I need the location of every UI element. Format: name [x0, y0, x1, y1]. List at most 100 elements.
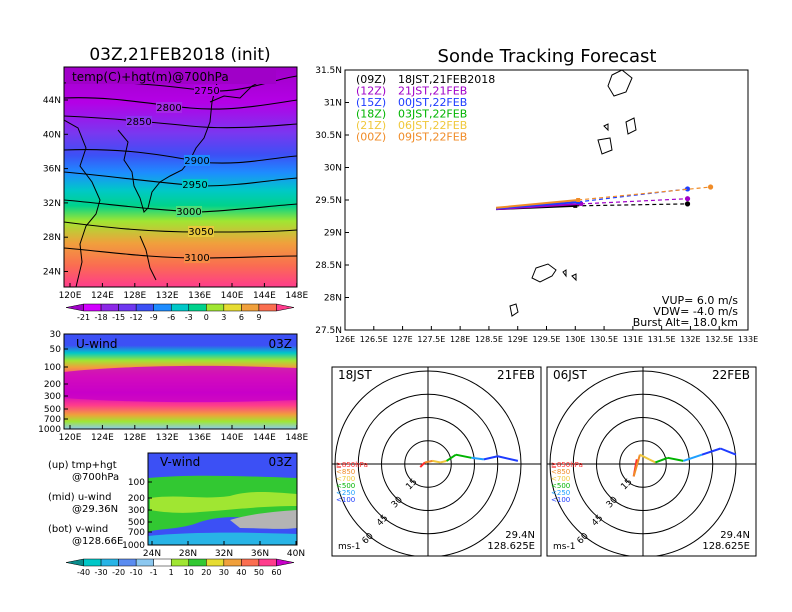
colorbar-label: -15 [112, 313, 125, 322]
level-tick-label: 300 [128, 506, 145, 516]
colorbar-label: -3 [185, 313, 193, 322]
colorbar-label: -6 [167, 313, 175, 322]
colorbar-segment [206, 558, 225, 567]
colorbar-label: 9 [256, 313, 261, 322]
hodograph-time: 06JST [553, 368, 587, 382]
hodograph-wind-segment [455, 453, 472, 459]
note-bot-2: @128.66E [72, 536, 123, 547]
lon-tick-label: 148E [285, 291, 308, 301]
colorbar-label: -20 [112, 568, 125, 577]
hodograph-lat: 29.4N [505, 530, 535, 541]
lat-tick-label: 29.5N [315, 196, 342, 206]
legend-code: (09Z) [356, 73, 386, 86]
lon-tick-label: 140E [221, 291, 244, 301]
legend-code: (15Z) [356, 96, 386, 109]
lon-tick-label: 120E [59, 433, 82, 443]
colorbar-label: 3 [221, 313, 226, 322]
level-tick-label: 500 [44, 405, 61, 415]
track-landing-point [684, 201, 691, 207]
hodograph-wind-segment [632, 454, 641, 477]
colorbar-label: -30 [95, 568, 108, 577]
level-tick-label: 1000 [122, 541, 145, 551]
temp-colorbar: -21 -18 -15 -12 -9 -6 -3 0 3 6 9 [65, 303, 295, 322]
hodograph-legend-item: <700 [551, 475, 570, 483]
hodograph-wind-segment [471, 456, 484, 461]
lon-tick-label: 144E [253, 433, 276, 443]
vwind-regions [148, 475, 297, 545]
lon-tick-label: 131E [623, 335, 643, 344]
colorbar-label: -21 [77, 313, 90, 322]
uwind-core [64, 365, 297, 403]
hodograph-lon: 128.625E [702, 541, 750, 552]
lon-tick-label: 131.5E [648, 335, 676, 344]
lon-tick-label: 128E [450, 335, 470, 344]
legend-code: (00Z) [356, 131, 386, 144]
vwind-frame [147, 452, 298, 546]
track-line-dashed [575, 203, 688, 207]
legend-text: 18JST,21FEB2018 [398, 73, 495, 86]
note-up-2: @700hPa [72, 472, 119, 483]
level-tick-label: 50 [50, 345, 62, 355]
colorbar-segment [100, 303, 119, 312]
map-label-bg [66, 70, 276, 84]
track-burst-point [576, 198, 581, 202]
lon-tick-label: 127E [392, 335, 412, 344]
colorbar-segment [65, 558, 84, 567]
colorbar-label: -40 [77, 568, 90, 577]
level-tick-label: 1000 [38, 425, 61, 435]
contour-label: 3050 [188, 227, 213, 238]
colorbar-segment [223, 558, 242, 567]
colorbar-label: 40 [236, 568, 246, 577]
lat-tick-label: 28N [179, 549, 197, 559]
tracking-params: VUP= 6.0 m/s VDW= -4.0 m/s Burst Alt= 18… [633, 294, 739, 329]
map-label: temp(C)+hgt(m)@700hPa [72, 70, 229, 84]
colorbar-segment [188, 558, 207, 567]
param-vdw: VDW= -4.0 m/s [653, 305, 738, 318]
colorbar-label: 20 [201, 568, 211, 577]
lon-tick-label: 132.5E [705, 335, 733, 344]
hodograph-legend-item: <700 [336, 475, 355, 483]
lon-tick-label: 136E [188, 291, 211, 301]
lat-tick-label: 24N [43, 268, 61, 278]
colorbar-label: -18 [95, 313, 108, 322]
lat-tick-label: 30N [324, 164, 342, 174]
hodograph-wind-segment [639, 453, 650, 461]
track-line-solid [496, 199, 579, 209]
hodograph-date: 22FEB [712, 368, 750, 382]
lat-tick-label: 40N [43, 130, 61, 140]
hodograph-legend-item: <850 [551, 468, 570, 476]
lat-tick-label: 28N [324, 294, 342, 304]
tracking-frame [344, 69, 749, 331]
lat-tick-label: 30.5N [315, 131, 342, 141]
lon-tick-label: 126E [335, 335, 355, 344]
level-tick-label: 200 [44, 380, 61, 390]
hodograph-wind-segment [667, 456, 684, 462]
colorbar-segment [118, 558, 137, 567]
panel-notes: (up) tmp+hgt @700hPa (mid) u-wind @29.36… [48, 460, 123, 547]
legend-code: (21Z) [356, 119, 386, 132]
hodograph-wind-segment [432, 459, 441, 464]
map-frame [63, 66, 298, 288]
lat-tick-label: 28.5N [315, 261, 342, 271]
hodograph-legend-item: <100 [551, 496, 570, 504]
lat-tick-label: 27.5N [315, 326, 342, 336]
lon-tick-label: 124E [91, 433, 114, 443]
hodograph-wind-segment [720, 447, 737, 456]
colorbar-segment [135, 303, 154, 312]
hodograph-wind-segment [483, 455, 498, 461]
colorbar-label: -9 [150, 313, 158, 322]
vwind-label: V-wind [160, 455, 200, 469]
colorbar-segment [170, 558, 190, 567]
track-burst-point [579, 201, 584, 206]
lat-tick-label: 36N [251, 549, 269, 559]
hodograph-date: 21FEB [497, 368, 535, 382]
hodograph-wind-segment [701, 447, 721, 456]
lon-tick-label: 124E [91, 291, 114, 301]
uwind-label: U-wind [76, 337, 117, 351]
lat-tick-label: 36N [43, 165, 61, 175]
lon-tick-label: 132E [680, 335, 700, 344]
lat-tick-label: 32N [43, 199, 61, 209]
